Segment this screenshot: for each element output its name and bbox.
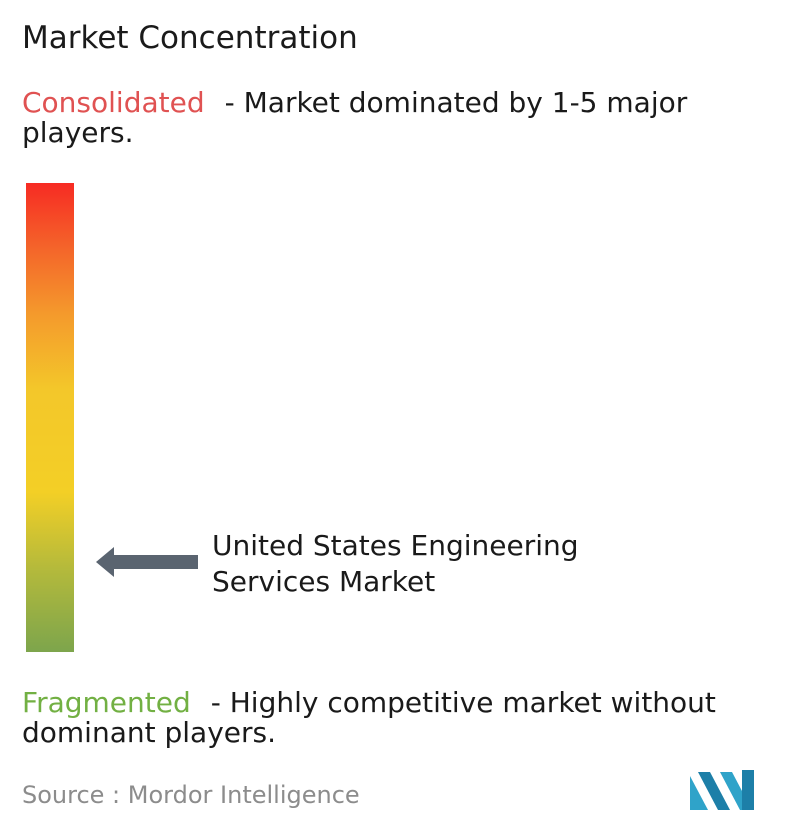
fragmented-label: Fragmented <box>22 686 191 719</box>
consolidated-text: - Market dominated by 1-5 major players. <box>22 86 688 149</box>
consolidated-label: Consolidated <box>22 86 205 119</box>
fragmented-text: - Highly competitive market without domi… <box>22 686 716 749</box>
mordor-intelligence-logo-icon <box>690 770 754 810</box>
chart-title: Market Concentration <box>22 20 358 56</box>
market-position-arrow-icon <box>96 547 198 577</box>
fragmented-description: Fragmented - Highly competitive market wi… <box>22 688 792 748</box>
logo-middle-stroke <box>698 772 730 810</box>
source-text: Source : Mordor Intelligence <box>22 781 360 809</box>
arrow-shaft <box>112 555 198 569</box>
logo-right-bar <box>742 770 754 810</box>
logo-left-stroke <box>690 776 708 810</box>
arrow-head <box>96 547 114 577</box>
market-label: United States Engineering Services Marke… <box>212 529 579 598</box>
consolidated-description: Consolidated - Market dominated by 1-5 ma… <box>22 88 792 148</box>
concentration-scale-bar <box>26 183 74 652</box>
